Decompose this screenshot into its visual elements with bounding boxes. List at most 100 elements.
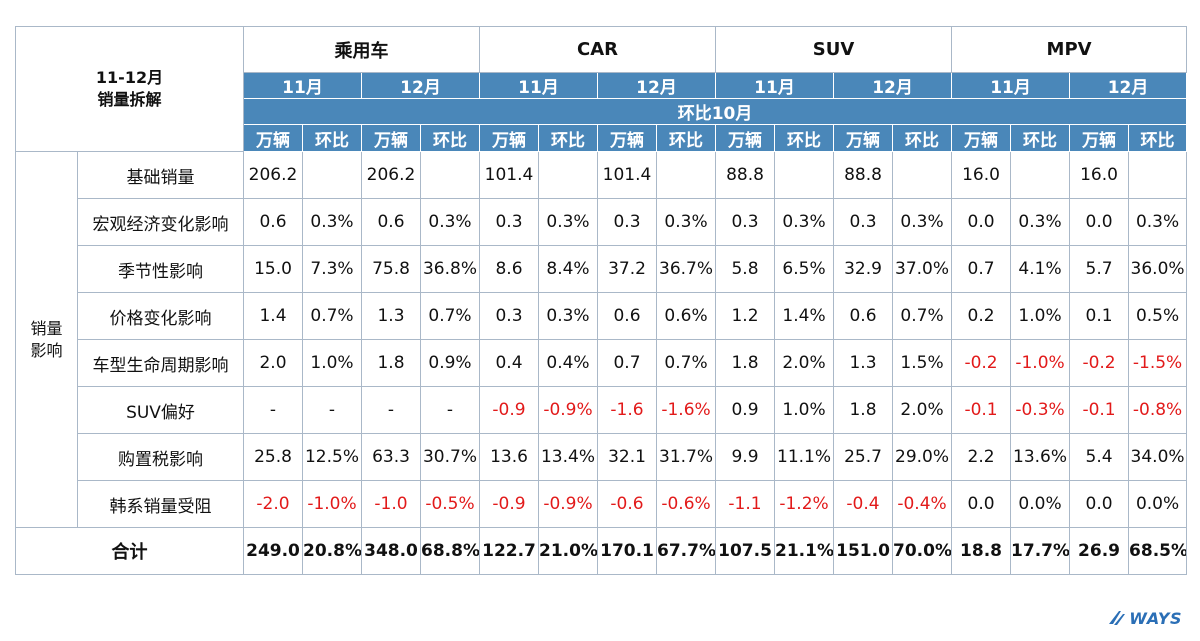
sales-breakdown-table: 11-12月 销量拆解 乘用车 CAR SUV MPV 11月 12月 11月 12月…: [15, 26, 1188, 575]
table-cell: -1.6%: [655, 386, 717, 434]
ways-logo-text: WAYS: [1129, 608, 1182, 628]
table-row: SUV偏好 - - - - -0.9 -0.9% -1.6 -1.6% 0.9 1.0% 1.8 2.0…: [16, 386, 1188, 434]
unit-header-volume: 万辆: [243, 124, 303, 152]
table-cell: 12.5%: [302, 433, 362, 481]
table-cell: -0.5%: [420, 480, 480, 528]
table-cell: 37.2: [597, 245, 657, 293]
table-cell: 0.2: [951, 292, 1012, 340]
table-row: 销量 影响 基础销量 206.2 206.2 101.4 101.4 88.8 88.8 16.0…: [15, 151, 1188, 528]
table-cell: 0.6%: [655, 292, 717, 340]
table-cell: 36.0%: [1128, 245, 1188, 293]
table-cell: 16.0: [951, 151, 1012, 199]
unit-header-mom: 环比: [302, 124, 362, 152]
unit-header-volume: 万辆: [951, 124, 1012, 152]
corner-title-line2: 销量拆解: [97, 90, 162, 109]
table-cell: 206.2: [243, 151, 303, 199]
table-cell: [302, 151, 362, 199]
table-cell: 0.3%: [420, 198, 480, 246]
month-header: 11月: [479, 72, 598, 99]
table-cell: 0.3%: [538, 198, 598, 246]
table-cell: 0.0: [1069, 480, 1130, 528]
table-cell: -0.2: [951, 339, 1012, 387]
table-cell: 2.0%: [774, 339, 835, 387]
month-header: 11月: [715, 72, 835, 99]
total-cell: 70.0%: [892, 527, 953, 575]
group-header-mpv: MPV: [951, 26, 1188, 73]
total-cell: 107.5: [715, 527, 776, 575]
row-label: 基础销量: [77, 151, 244, 199]
unit-header-mom: 环比: [1128, 124, 1188, 152]
table-cell: [1010, 151, 1071, 199]
table-cell: 0.1: [1069, 292, 1130, 340]
table-cell: 29.0%: [892, 433, 953, 481]
table-cell: -: [302, 386, 362, 434]
table-cell: -1.0%: [1010, 339, 1071, 387]
table-cell: [1128, 151, 1188, 199]
table-cell: -0.1: [951, 386, 1012, 434]
table-cell: 0.6: [361, 198, 421, 246]
total-cell: 21.1%: [774, 527, 835, 575]
table-cell: 101.4: [479, 151, 539, 199]
table-cell: 0.6: [243, 198, 303, 246]
table-cell: 31.7%: [655, 433, 717, 481]
table-cell: 0.7%: [420, 292, 480, 340]
table-cell: 1.5%: [892, 339, 953, 387]
month-header: 12月: [361, 72, 480, 99]
total-label: 合计: [15, 527, 244, 575]
table-cell: 5.7: [1069, 245, 1130, 293]
table-cell: 0.0: [1069, 198, 1130, 246]
table-cell: 88.8: [833, 151, 894, 199]
table-row: 季节性影响 15.0 7.3% 75.8 36.8% 8.6 8.4% 37.2 36.7% 5.…: [16, 245, 1188, 293]
table-cell: 13.4%: [538, 433, 598, 481]
row-label: 宏观经济变化影响: [77, 198, 244, 246]
table-cell: 1.8: [361, 339, 421, 387]
table-cell: -: [361, 386, 421, 434]
total-row: 合计 249.0 20.8% 348.0 68.8% 122.7 21.0% 170.1 67.…: [15, 527, 1188, 575]
ring-compare-header: 环比10月: [242, 98, 1188, 125]
table-cell: 0.3: [715, 198, 776, 246]
table-row: 购置税影响 25.8 12.5% 63.3 30.7% 13.6 13.4% 32.1 31.7…: [16, 433, 1188, 481]
group-header-car: CAR: [478, 26, 717, 73]
table-cell: -1.2%: [774, 480, 835, 528]
month-header: 11月: [951, 72, 1071, 99]
table-cell: 0.3%: [1010, 198, 1071, 246]
group-header-passenger: 乘用车: [243, 26, 480, 73]
table-cell: 0.7%: [302, 292, 362, 340]
table-cell: 1.4%: [774, 292, 835, 340]
table-cell: 0.5%: [1128, 292, 1188, 340]
sales-breakdown-table-wrap: 11-12月 销量拆解 乘用车 CAR SUV MPV 11月 12月 11月 12月…: [15, 26, 1188, 575]
table-cell: [538, 151, 598, 199]
table-cell: 25.8: [243, 433, 303, 481]
unit-header-volume: 万辆: [715, 124, 776, 152]
table-cell: 1.4: [243, 292, 303, 340]
table-cell: 206.2: [361, 151, 421, 199]
category-label: 销量 影响: [15, 151, 78, 528]
ways-logo-icon: [1109, 611, 1126, 625]
table-cell: 9.9: [715, 433, 776, 481]
table-cell: 15.0: [243, 245, 303, 293]
table-row: 宏观经济变化影响 0.6 0.3% 0.6 0.3% 0.3 0.3% 0.3 0.3% 0.3 0…: [16, 198, 1188, 246]
table-cell: 1.8: [833, 386, 894, 434]
table-cell: -1.5%: [1128, 339, 1188, 387]
table-cell: 16.0: [1069, 151, 1130, 199]
table-cell: 0.7%: [892, 292, 953, 340]
table-cell: -1.0%: [302, 480, 362, 528]
table-cell: 1.3: [833, 339, 894, 387]
table-cell: 0.0%: [1010, 480, 1071, 528]
table-cell: 30.7%: [420, 433, 480, 481]
total-cell: 151.0: [833, 527, 894, 575]
row-label: 车型生命周期影响: [77, 339, 244, 387]
table-cell: 34.0%: [1128, 433, 1188, 481]
table-cell: 0.0: [951, 198, 1012, 246]
table-cell: 5.8: [715, 245, 776, 293]
table-cell: 0.9%: [420, 339, 480, 387]
table-cell: -0.9: [479, 386, 539, 434]
category-label-line2: 影响: [30, 340, 63, 360]
table-cell: 0.3%: [892, 198, 953, 246]
unit-header-mom: 环比: [538, 124, 598, 152]
table-cell: 6.5%: [774, 245, 835, 293]
table-cell: 0.9: [715, 386, 776, 434]
category-label-line1: 销量: [30, 318, 63, 338]
total-cell: 122.7: [479, 527, 539, 575]
table-corner-title: 11-12月 销量拆解: [15, 26, 244, 152]
